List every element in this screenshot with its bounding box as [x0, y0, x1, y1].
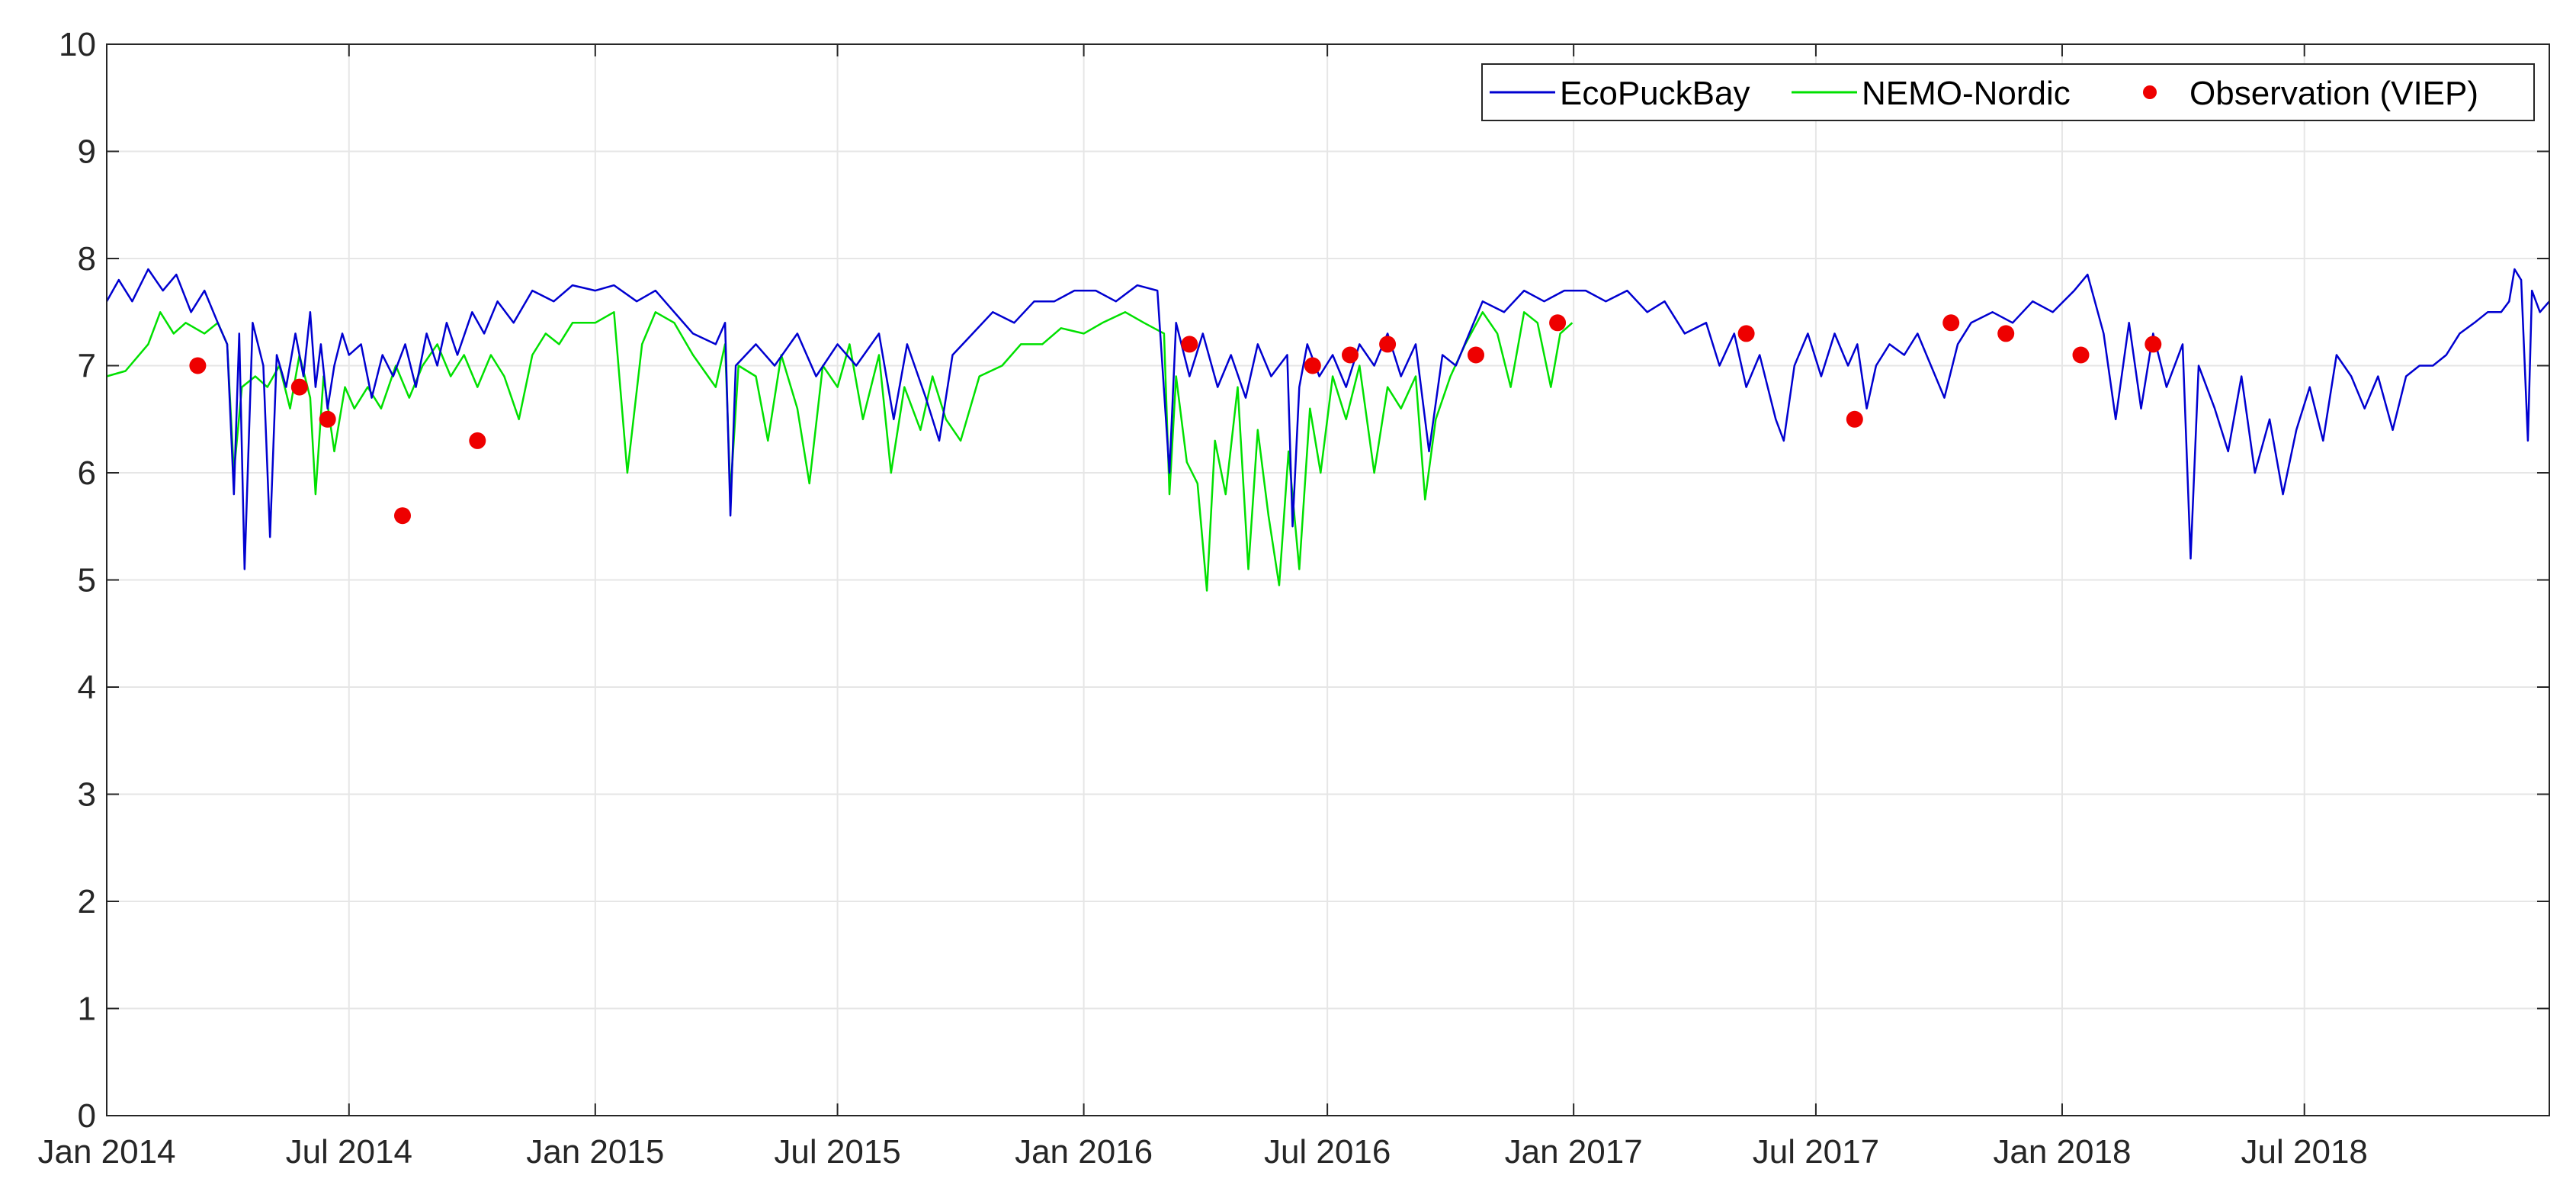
observation-point: [1997, 325, 2015, 342]
observation-point: [290, 378, 308, 396]
observation-point: [2145, 336, 2162, 353]
observation-point: [1737, 325, 1755, 342]
observation-point: [394, 507, 411, 525]
series-group: [105, 268, 2550, 592]
legend-label-ecopuckbay: EcoPuckBay: [1560, 75, 1750, 112]
y-tick-label: 2: [78, 883, 96, 920]
x-tick-label: Jan 2017: [1505, 1133, 1643, 1171]
observation-point: [1468, 346, 1484, 364]
legend-label-observation: Observation (VIEP): [2189, 75, 2478, 112]
legend: EcoPuckBay NEMO-Nordic Observation (VIEP…: [1481, 63, 2535, 121]
y-tick-label: 3: [78, 776, 96, 814]
x-tick-label: Jul 2014: [286, 1133, 412, 1171]
y-tick-label: 9: [78, 133, 96, 171]
y-tick-label: 1: [78, 991, 96, 1028]
x-tick-label: Jan 2016: [1015, 1133, 1153, 1171]
x-tick-label: Jul 2017: [1753, 1133, 1879, 1171]
y-tick-label: 7: [78, 348, 96, 385]
y-tick-label: 4: [78, 669, 96, 706]
legend-label-nemo-nordic: NEMO-Nordic: [1862, 75, 2071, 112]
x-tick-label: Jan 2014: [37, 1133, 175, 1171]
observation-point: [1379, 336, 1397, 353]
observation-point: [1181, 336, 1198, 353]
observation-point: [1304, 357, 1321, 374]
axis-ticks: 0 1 2 3 4 5 6 7 8 9 10 Jan 2014 Jul 2014 Jan 2015 Jul …: [37, 26, 2549, 1171]
y-tick-label: 8: [78, 240, 96, 278]
observation-point: [1549, 314, 1567, 332]
y-tick-label: 6: [78, 454, 96, 492]
x-tick-label: Jul 2016: [1264, 1133, 1391, 1171]
legend-box: [1481, 63, 2535, 121]
x-tick-label: Jul 2015: [774, 1133, 900, 1171]
y-tick-label: 5: [78, 562, 96, 599]
y-tick-label: 0: [78, 1097, 96, 1135]
observation-point: [189, 357, 207, 374]
x-tick-label: Jan 2015: [526, 1133, 664, 1171]
observation-point: [319, 410, 336, 428]
legend-marker-observation: [2143, 85, 2157, 99]
y-tick-label: 10: [59, 26, 96, 63]
x-tick-label: Jan 2018: [1993, 1133, 2131, 1171]
observation-point: [1342, 346, 1359, 364]
observation-point: [2072, 346, 2090, 364]
x-tick-label: Jul 2018: [2241, 1133, 2368, 1171]
observation-point: [469, 432, 486, 449]
observation-point: [1942, 314, 1960, 332]
observation-point: [1846, 410, 1863, 428]
